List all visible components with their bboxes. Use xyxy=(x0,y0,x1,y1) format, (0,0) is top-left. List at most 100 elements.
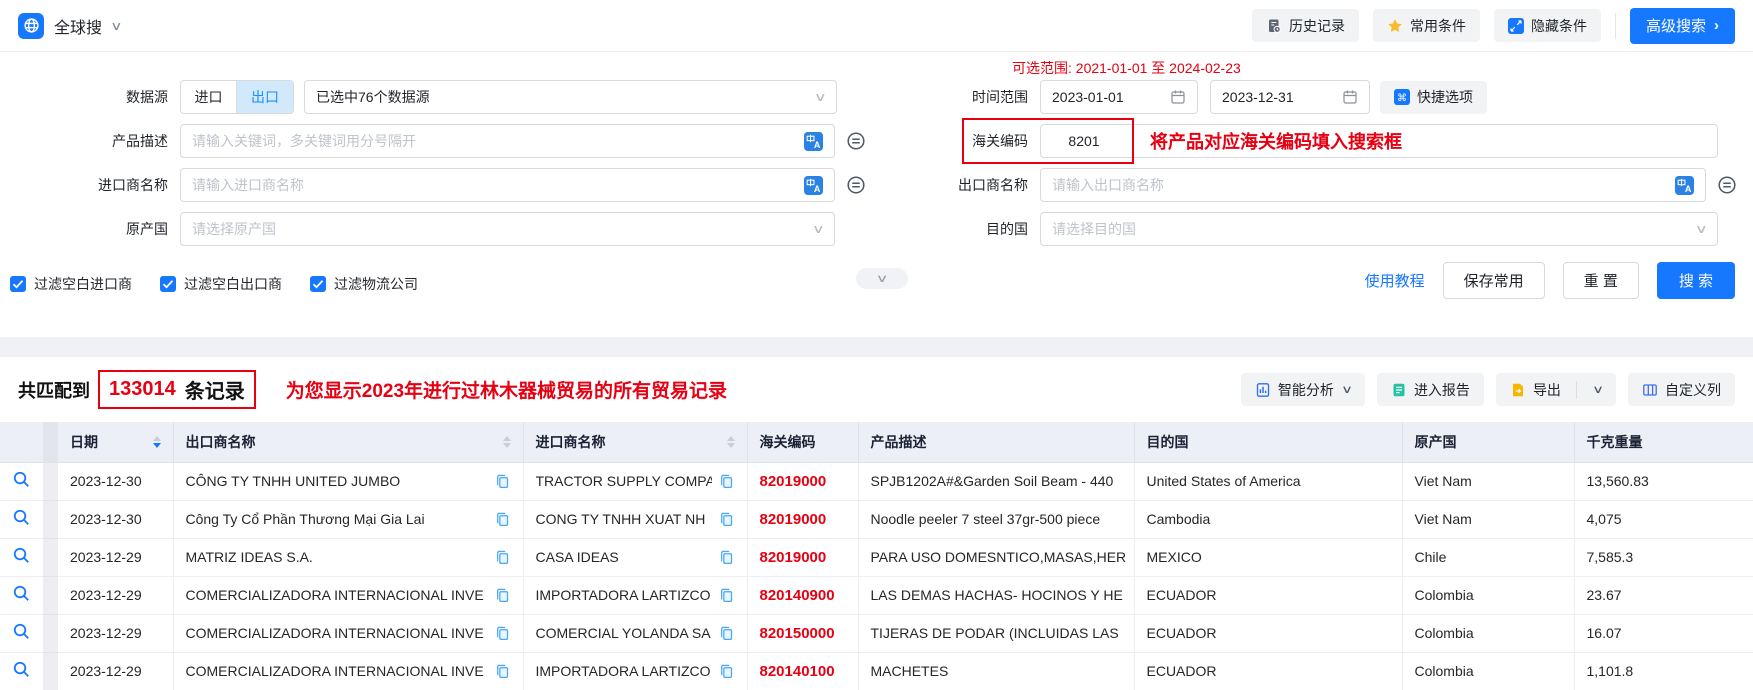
copy-icon[interactable] xyxy=(718,625,735,642)
translate-icon[interactable]: A xyxy=(1675,175,1694,195)
export-chevron-icon[interactable]: ∨ xyxy=(1591,384,1605,396)
advanced-search-button[interactable]: 高级搜索 › xyxy=(1629,7,1735,44)
copy-icon[interactable] xyxy=(718,587,735,604)
import-export-toggle: 进口 出口 xyxy=(180,80,294,114)
checkbox-checked-icon xyxy=(160,276,176,292)
cell-exporter: Công Ty Cổ Phần Thương Mại Gia Lai xyxy=(173,500,524,539)
cell-exporter: MATRIZ IDEAS S.A. xyxy=(173,538,524,577)
hs-code-label: 海关编码 xyxy=(972,133,1028,149)
magnifier-icon[interactable] xyxy=(12,508,31,527)
copy-icon[interactable] xyxy=(718,663,735,680)
cell-importer: IMPORTADORA LARTIZCO xyxy=(523,652,748,690)
export-button[interactable]: 导出 ∨ xyxy=(1495,373,1616,406)
product-desc-input[interactable]: 请输入关键词，多关键词用分号隔开 A xyxy=(180,124,835,158)
save-common-button[interactable]: 保存常用 xyxy=(1442,262,1545,299)
magnifier-icon[interactable] xyxy=(12,546,31,565)
filter-logistics-checkbox[interactable]: 过滤物流公司 xyxy=(310,274,418,294)
topbar: 全球搜 ∨ 历史记录 常用条件 隐藏条件 高级搜索 › xyxy=(0,0,1753,52)
favorites-button[interactable]: 常用条件 xyxy=(1372,9,1480,42)
smart-analysis-button[interactable]: 智能分析 ∨ xyxy=(1240,373,1365,406)
exporter-label: 出口商名称 xyxy=(958,177,1028,193)
magnifier-icon[interactable] xyxy=(12,622,31,641)
col-date[interactable]: 日期 xyxy=(58,422,174,463)
app-logo xyxy=(18,12,44,39)
match-count-number: 133014 xyxy=(109,378,176,400)
app-switcher-chevron-icon[interactable]: ∨ xyxy=(110,18,123,33)
date-range-hint: 可选范围: 2021-01-01 至 2024-02-23 xyxy=(1012,60,1241,76)
collapse-panel-pill[interactable]: ∨ xyxy=(856,268,908,289)
tutorial-link[interactable]: 使用教程 xyxy=(1364,273,1425,290)
importer-label: 进口商名称 xyxy=(98,177,168,193)
copy-icon[interactable] xyxy=(718,549,735,566)
date-range-label: 时间范围 xyxy=(972,89,1028,105)
cell-exporter: COMERCIALIZADORA INTERNACIONAL INVE xyxy=(173,652,524,690)
cell-weight: 23.67 xyxy=(1574,576,1753,615)
copy-icon[interactable] xyxy=(718,511,735,528)
chevron-down-icon: ∨ xyxy=(812,222,826,236)
cell-origin: Colombia xyxy=(1402,652,1575,690)
hide-conditions-button[interactable]: 隐藏条件 xyxy=(1493,9,1601,42)
hs-code-input[interactable]: 8201 将产品对应海关编码填入搜索框 xyxy=(1040,124,1718,158)
origin-label: 原产国 xyxy=(126,221,168,237)
cell-exporter: CÔNG TY TNHH UNITED JUMBO xyxy=(173,462,524,501)
custom-columns-button[interactable]: 自定义列 xyxy=(1628,373,1735,406)
magnifier-icon[interactable] xyxy=(12,584,31,603)
date-end-input[interactable]: 2023-12-31 xyxy=(1210,80,1370,114)
cell-destination: ECUADOR xyxy=(1134,652,1403,690)
copy-icon[interactable] xyxy=(494,663,511,680)
cell-date: 2023-12-29 xyxy=(58,538,174,577)
sort-icon[interactable] xyxy=(726,435,735,448)
hs-code-annotation: 将产品对应海关编码填入搜索框 xyxy=(1150,132,1402,152)
chevron-down-icon: ∨ xyxy=(1340,384,1353,396)
results-toolbar: 智能分析 ∨ 进入报告 导出 ∨ 自定义列 xyxy=(1240,373,1735,406)
translate-icon[interactable]: A xyxy=(804,175,823,195)
translate-icon[interactable]: A xyxy=(804,131,823,151)
copy-icon[interactable] xyxy=(494,587,511,604)
copy-icon[interactable] xyxy=(718,473,735,490)
quick-options-button[interactable]: ⌘ 快捷选项 xyxy=(1380,80,1487,114)
cell-weight: 7,585.3 xyxy=(1574,538,1753,577)
search-button[interactable]: 搜 索 xyxy=(1656,262,1735,299)
col-destination: 目的国 xyxy=(1134,422,1403,463)
history-button[interactable]: 历史记录 xyxy=(1251,9,1359,42)
sort-icon[interactable] xyxy=(152,435,161,448)
reset-button[interactable]: 重 置 xyxy=(1562,262,1639,299)
sort-icon[interactable] xyxy=(502,435,511,448)
destination-row: 目的国 请选择目的国 ∨ xyxy=(938,212,1753,246)
magnifier-icon[interactable] xyxy=(12,470,31,489)
table-row: 2023-12-30 CÔNG TY TNHH UNITED JUMBO TRACT… xyxy=(0,462,1753,501)
data-source-select[interactable]: 已选中76个数据源 ∨ xyxy=(304,80,837,114)
copy-icon[interactable] xyxy=(494,473,511,490)
copy-icon[interactable] xyxy=(494,549,511,566)
divider xyxy=(1575,380,1577,399)
row-detail-cell xyxy=(0,462,43,501)
magnifier-icon[interactable] xyxy=(12,660,31,679)
origin-select[interactable]: 请选择原产国 ∨ xyxy=(180,212,835,246)
match-mode-icon[interactable] xyxy=(846,175,866,195)
row-strip xyxy=(43,652,58,690)
enter-report-button[interactable]: 进入报告 xyxy=(1376,373,1484,406)
filter-blank-importer-checkbox[interactable]: 过滤空白进口商 xyxy=(10,274,132,294)
results-annotation: 为您显示2023年进行过林木器械贸易的所有贸易记录 xyxy=(285,381,728,402)
exporter-input[interactable]: 请输入出口商名称 A xyxy=(1040,168,1706,202)
section-separator xyxy=(0,337,1753,357)
importer-input[interactable]: 请输入进口商名称 A xyxy=(180,168,835,202)
col-importer[interactable]: 进口商名称 xyxy=(523,422,748,463)
col-exporter[interactable]: 出口商名称 xyxy=(173,422,524,463)
cell-hs-code: 82019000 xyxy=(747,462,859,501)
cell-importer: COMERCIAL YOLANDA SA xyxy=(523,614,748,653)
date-start-input[interactable]: 2023-01-01 xyxy=(1040,80,1198,114)
chevron-down-icon: ∨ xyxy=(814,90,828,104)
filter-blank-exporter-checkbox[interactable]: 过滤空白出口商 xyxy=(160,274,282,294)
tab-export[interactable]: 出口 xyxy=(237,81,293,113)
tab-import[interactable]: 进口 xyxy=(181,81,237,113)
copy-icon[interactable] xyxy=(494,625,511,642)
calendar-icon xyxy=(1342,89,1358,105)
copy-icon[interactable] xyxy=(494,511,511,528)
match-mode-icon[interactable] xyxy=(846,131,866,151)
match-mode-icon[interactable] xyxy=(1717,175,1737,195)
cell-destination: ECUADOR xyxy=(1134,614,1403,653)
destination-select[interactable]: 请选择目的国 ∨ xyxy=(1040,212,1718,246)
cell-importer: CASA IDEAS xyxy=(523,538,748,577)
cell-importer: CONG TY TNHH XUAT NH xyxy=(523,500,748,539)
